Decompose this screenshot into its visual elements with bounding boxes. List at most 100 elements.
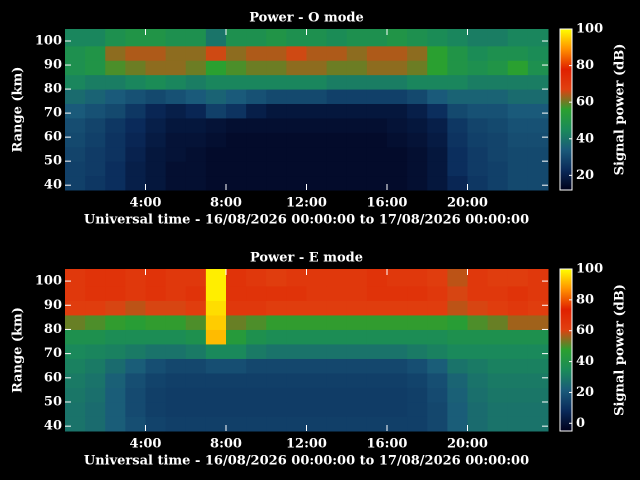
heatmap-cell [125,117,146,133]
heatmap-cell [447,29,468,47]
colorbar-tick-label: 80 [576,292,594,307]
heatmap-cell [487,401,509,417]
heatmap-cell [467,29,489,47]
heatmap-cell [306,387,328,403]
heatmap-cell [527,146,549,162]
heatmap-cell [407,343,428,359]
heatmap-cell [487,285,509,301]
heatmap-cell [205,175,227,191]
heatmap-cell [125,103,146,119]
heatmap-cell [246,300,267,316]
heatmap-cell [125,29,146,47]
heatmap-cell [387,314,408,330]
heatmap-cell [447,387,468,403]
heatmap-cell [246,416,267,432]
heatmap-cell [165,314,187,330]
heatmap-cell [105,29,126,47]
heatmap-cell [226,387,247,403]
heatmap-cell [326,269,348,287]
heatmap-cell [125,387,146,403]
y-tick-label: 70 [44,346,62,361]
heatmap-cell [286,358,307,374]
heatmap-cell [286,269,307,287]
heatmap-cell [507,343,529,359]
heatmap-cell [306,401,328,417]
x-tick-label: 16:00 [367,437,408,452]
heatmap-cell [125,132,146,148]
heatmap-cell [226,314,247,330]
heatmap-cell [85,372,106,388]
heatmap-cell [266,89,287,104]
heatmap-cell [246,161,267,177]
heatmap-cell [346,117,368,133]
heatmap-cell [387,132,408,148]
heatmap-cell [467,416,489,432]
heatmap-cell [447,175,468,191]
heatmap-cell [346,161,368,177]
heatmap-cell [487,60,509,76]
y-tick-label: 40 [44,419,62,434]
heatmap-cell [85,285,106,301]
heatmap-cell [467,146,489,162]
heatmap-cell [105,103,126,119]
heatmap-cell [487,89,509,104]
heatmap-cell [65,117,86,133]
heatmap-cell [487,45,509,61]
heatmap-cell [65,175,86,191]
heatmap-cell [205,161,227,177]
heatmap-cell [145,60,167,76]
heatmap-cell [85,60,106,76]
heatmap-cell [145,103,167,119]
heatmap-cell [205,74,227,90]
heatmap-cell [185,161,207,177]
heatmap-cell [346,132,368,148]
heatmap-cell [246,45,267,61]
heatmap-cell [246,175,267,191]
heatmap-cell [226,372,247,388]
heatmap-cell [165,29,187,47]
heatmap-cell [246,132,267,148]
heatmap-cell [346,175,368,191]
heatmap-cell [266,416,287,432]
heatmap-cell [447,358,468,374]
heatmap-cell [407,146,428,162]
heatmap-cell [205,285,227,301]
colorbar-tick-label: 40 [576,131,594,146]
panel-title: Power - O mode [249,11,364,26]
heatmap-cell [487,117,509,133]
heatmap-cell [487,175,509,191]
colorbar-tick-label: 100 [576,262,603,277]
heatmap-cell [326,103,348,119]
heatmap-cell [346,329,368,345]
heatmap-cell [387,89,408,104]
heatmap-cell [266,387,287,403]
heatmap-cell [507,269,529,287]
heatmap-cell [205,45,227,61]
heatmap-cell [226,358,247,374]
heatmap-cell [346,45,368,61]
heatmap-cell [326,29,348,47]
x-tick-label: 4:00 [130,437,162,452]
heatmap-cell [246,314,267,330]
heatmap-cell [326,314,348,330]
colorbar-tick-label: 100 [576,22,603,37]
y-tick-label: 80 [44,322,62,337]
y-tick-label: 70 [44,106,62,121]
y-tick-label: 90 [44,58,62,73]
heatmap-cell [266,29,287,47]
heatmap-cell [447,329,468,345]
heatmap-cell [266,343,287,359]
y-tick-label: 100 [35,274,62,289]
heatmap-cell [487,329,509,345]
heatmap-cell [366,146,388,162]
heatmap-cell [527,132,549,148]
colorbar-tick-label: 80 [576,58,594,73]
heatmap-cell [487,416,509,432]
heatmap-cell [326,132,348,148]
heatmap-cell [205,314,227,330]
colorbar-tick-label: 40 [576,354,594,369]
heatmap-cell [85,89,106,104]
heatmap-cell [226,285,247,301]
heatmap-cell [447,314,468,330]
heatmap-cell [105,117,126,133]
